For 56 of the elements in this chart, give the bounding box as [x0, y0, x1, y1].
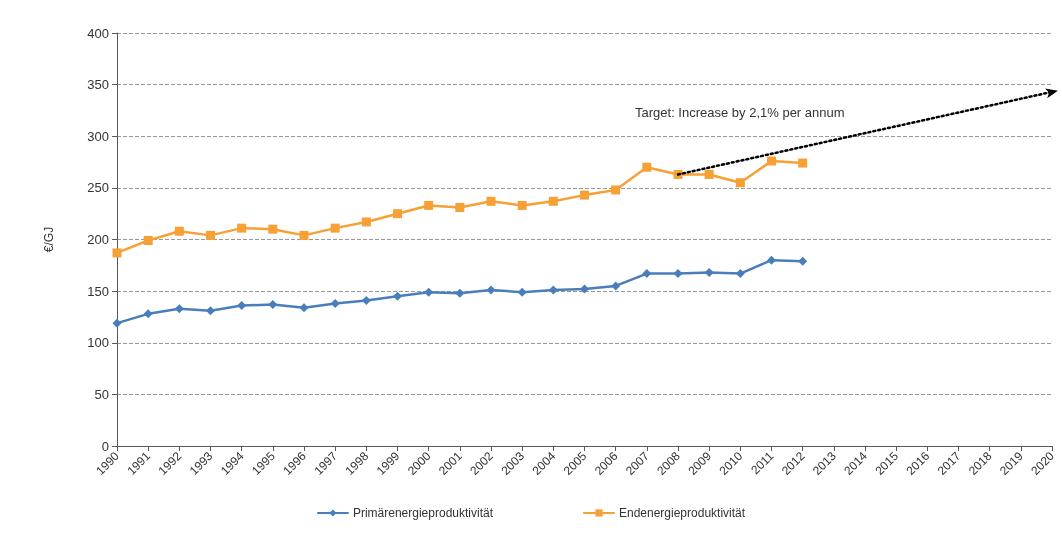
y-tick-label: 350	[87, 77, 109, 93]
point	[735, 178, 745, 188]
point	[299, 230, 309, 240]
legend-label: Primärenergieproduktivität	[352, 506, 494, 520]
y-tick-label: 150	[87, 283, 109, 299]
point	[486, 196, 496, 206]
point	[424, 200, 434, 210]
point	[112, 318, 122, 328]
point	[237, 223, 247, 233]
point	[112, 248, 122, 258]
point	[735, 269, 745, 279]
point	[580, 190, 589, 200]
point	[393, 291, 402, 301]
point	[455, 202, 465, 212]
point	[455, 288, 465, 298]
point	[611, 185, 621, 195]
point	[517, 287, 527, 297]
point	[206, 306, 215, 316]
y-axis-title: €/GJ	[42, 226, 56, 253]
point	[330, 299, 340, 309]
point	[299, 303, 309, 313]
point	[330, 223, 340, 233]
point	[517, 200, 527, 210]
y-tick-label: 250	[87, 180, 109, 196]
point	[767, 156, 776, 166]
point	[361, 217, 371, 227]
point	[237, 301, 247, 311]
y-tick-label: 100	[87, 335, 109, 351]
point	[580, 284, 589, 294]
point	[798, 256, 808, 266]
point	[361, 295, 371, 305]
point	[798, 158, 808, 168]
y-tick-label: 300	[87, 128, 109, 144]
y-tick-label: 50	[94, 386, 109, 402]
point	[704, 268, 714, 278]
point	[393, 209, 402, 219]
y-tick-label: 200	[87, 232, 109, 247]
point	[486, 285, 496, 295]
point	[206, 230, 215, 240]
point	[767, 255, 776, 265]
point	[268, 300, 278, 310]
y-tick-label: 400	[87, 25, 109, 41]
point	[642, 269, 652, 279]
point	[143, 236, 153, 246]
point	[704, 169, 714, 179]
point	[268, 224, 278, 234]
y-tick-label: 0	[101, 438, 109, 454]
point	[174, 304, 184, 314]
point	[611, 281, 621, 291]
point	[143, 309, 153, 319]
point	[673, 269, 683, 279]
point	[642, 162, 652, 172]
point	[548, 196, 558, 206]
point	[174, 226, 184, 236]
annotation: Target: Increase by 2,1% per annum	[635, 104, 845, 120]
legend-label: Endenergieproduktivität	[618, 506, 746, 520]
